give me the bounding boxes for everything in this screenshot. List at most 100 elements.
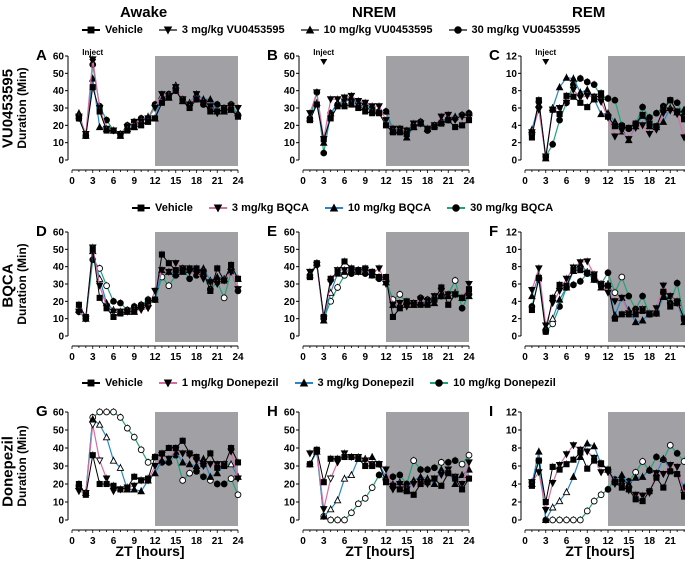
data-point	[452, 291, 459, 298]
data-point	[165, 444, 172, 452]
inject-arrow-icon	[320, 59, 328, 65]
data-point	[103, 305, 110, 312]
x-axis-label-nrem: ZT [hours]	[345, 543, 415, 559]
x-tick-label: 24	[232, 352, 244, 363]
data-point	[403, 298, 410, 305]
data-point	[549, 516, 557, 524]
data-point	[590, 275, 599, 283]
series-0	[306, 100, 473, 143]
data-point	[452, 124, 459, 131]
x-tick-label: 9	[362, 536, 368, 547]
data-point	[541, 515, 550, 524]
inject-arrow-icon	[542, 59, 550, 65]
y-tick-label: 50	[53, 426, 65, 437]
y-tick-label: 40	[284, 262, 296, 273]
data-point	[465, 117, 473, 124]
x-tick-label: 15	[401, 536, 413, 547]
data-point	[186, 104, 193, 112]
data-point	[234, 104, 242, 113]
data-point	[313, 101, 320, 108]
data-point	[681, 315, 685, 322]
data-point	[131, 124, 138, 131]
data-point	[430, 299, 439, 307]
data-point	[604, 486, 612, 493]
data-point	[185, 460, 194, 468]
panel-letter: A	[36, 47, 47, 64]
data-point	[186, 265, 193, 272]
legend-item: 30 mg/kg BQCA	[447, 202, 553, 214]
data-point	[116, 463, 125, 471]
data-point	[95, 457, 104, 465]
data-point	[611, 133, 619, 141]
data-point	[375, 265, 383, 273]
data-point	[361, 495, 369, 502]
data-point	[584, 104, 591, 111]
x-tick-label: 12	[602, 176, 614, 187]
data-point	[590, 81, 598, 88]
y-tick-label: 30	[284, 462, 296, 473]
data-point	[306, 461, 313, 468]
x-axis-label-awake: ZT [hours]	[115, 543, 185, 559]
data-point	[451, 479, 460, 488]
data-point	[206, 279, 215, 287]
data-point	[158, 267, 166, 275]
series-0	[528, 266, 685, 335]
y-tick-label: 40	[53, 86, 65, 97]
data-point	[206, 472, 215, 480]
panel-letter: H	[267, 403, 278, 420]
data-point	[617, 470, 626, 479]
data-point	[103, 127, 110, 134]
inject-label: Inject	[535, 48, 556, 57]
y-tick-label: 30	[53, 104, 65, 115]
data-point	[103, 282, 110, 290]
data-point	[542, 328, 549, 335]
data-point	[227, 268, 235, 276]
data-point	[445, 470, 452, 477]
data-point	[200, 99, 207, 106]
x-tick-label: 3	[321, 536, 327, 547]
x-tick-label: 6	[564, 176, 570, 187]
data-point	[562, 73, 571, 81]
x-tick-label: 0	[69, 176, 75, 187]
data-point	[645, 465, 654, 473]
data-point	[431, 296, 438, 303]
data-point	[396, 129, 403, 136]
data-point	[327, 516, 335, 524]
data-point	[674, 108, 681, 115]
data-point	[341, 453, 348, 461]
data-point	[659, 454, 668, 462]
data-point	[534, 265, 543, 273]
data-point	[555, 497, 564, 505]
series-0	[75, 245, 242, 320]
data-point	[459, 486, 466, 493]
data-point	[158, 91, 166, 99]
data-point	[89, 246, 96, 253]
data-point	[376, 461, 383, 468]
data-point	[340, 474, 349, 482]
legend-marker-icon	[82, 26, 100, 34]
panel-letter: G	[36, 403, 48, 420]
data-point	[666, 107, 675, 115]
x-tick-label: 9	[584, 352, 590, 363]
data-point	[348, 265, 355, 272]
legend-donepezil: Vehicle 1 mg/kg Donepezil 3 mg/kg Donepezi…	[82, 377, 556, 389]
data-point	[438, 120, 445, 127]
data-point	[362, 265, 369, 272]
data-point	[638, 122, 647, 130]
y-tick-label: 10	[506, 426, 518, 437]
x-tick-label: 0	[69, 536, 75, 547]
data-point	[320, 149, 328, 157]
x-tick-label: 9	[131, 536, 137, 547]
data-point	[117, 310, 124, 317]
data-point	[431, 475, 438, 482]
x-tick-label: 6	[111, 536, 117, 547]
data-point	[562, 99, 571, 107]
data-point	[213, 273, 222, 281]
x-tick-label: 21	[443, 352, 455, 363]
y-tick-label: 40	[53, 262, 65, 273]
data-point	[632, 496, 639, 503]
y-tick-label: 10	[53, 314, 65, 325]
data-point	[465, 465, 473, 473]
x-tick-label: 21	[212, 176, 224, 187]
data-point	[206, 95, 215, 103]
